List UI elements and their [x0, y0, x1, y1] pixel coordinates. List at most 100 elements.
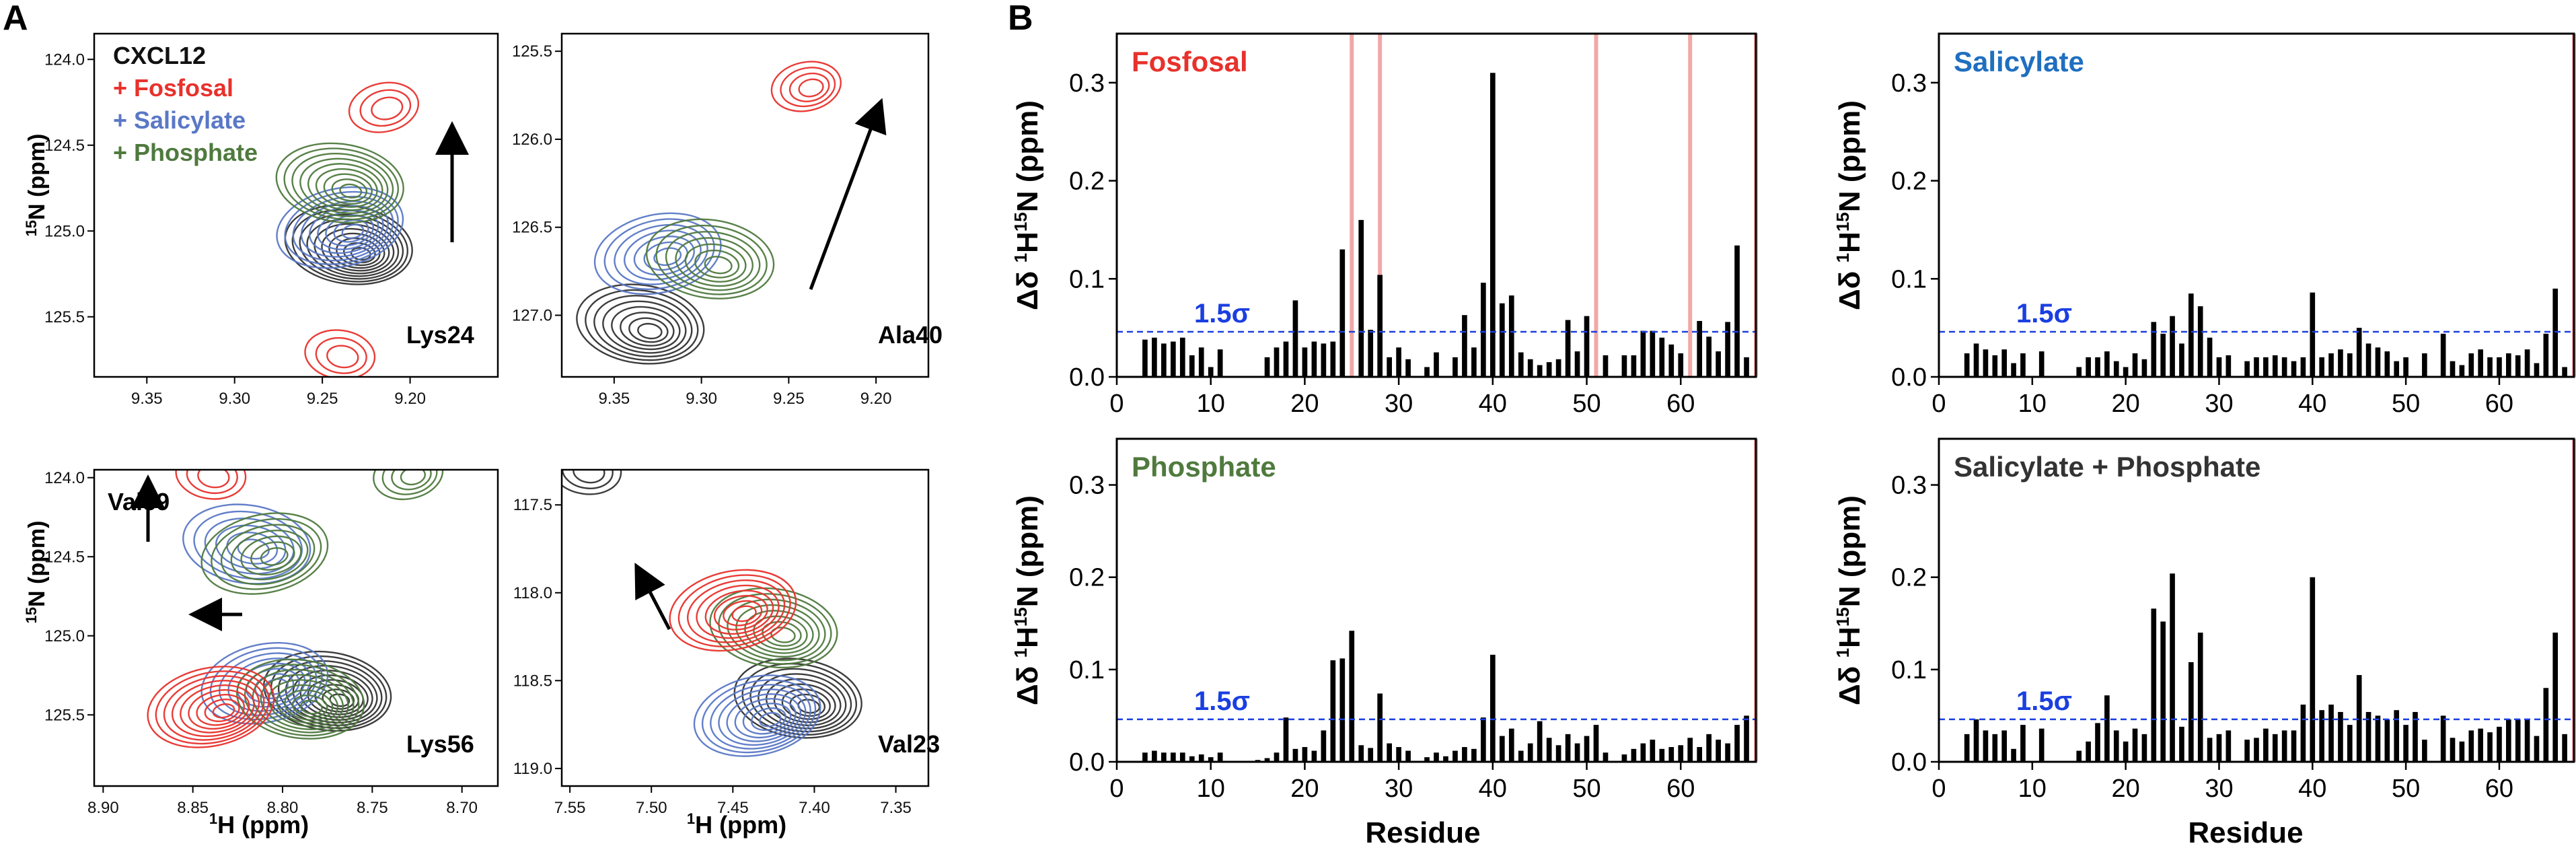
y-axis-title-part: H: [1011, 627, 1044, 648]
bar-residue-19: [2113, 730, 2119, 762]
contour-phosphate: [718, 593, 832, 665]
contour-cxcl12: [562, 470, 614, 489]
contour-cxcl12: [585, 289, 699, 361]
residue-label: Lys24: [406, 321, 474, 349]
bar-residue-67: [1744, 357, 1749, 377]
bar-residue-58: [2478, 728, 2483, 762]
contour-fosfosal: [212, 703, 235, 719]
x-tick-label: 9.25: [307, 390, 338, 408]
y-axis-title-part: H: [1833, 627, 1866, 648]
bar-residue-30: [1396, 347, 1401, 377]
contour-group: [576, 61, 842, 365]
bar-residue-15: [2076, 367, 2082, 377]
bar-residue-65: [1725, 322, 1730, 377]
threshold-label: 1.5σ: [1194, 686, 1250, 716]
bar-residue-23: [2151, 322, 2157, 377]
bar-residue-7: [2001, 730, 2007, 762]
bar-residue-8: [1189, 355, 1195, 377]
bar-residue-47: [2375, 347, 2381, 377]
bar-residue-33: [1424, 757, 1430, 762]
nmr-legend: CXCL12 + Fosfosal + Salicylate + Phospha…: [113, 42, 258, 166]
bar-residue-33: [2244, 740, 2250, 762]
bar-residue-56: [1640, 330, 1646, 377]
bar-residue-57: [2468, 730, 2474, 762]
contour-phosphate: [250, 541, 295, 571]
contour-cxcl12: [628, 317, 669, 343]
y-tick-label: 125.5: [512, 42, 552, 61]
contour-salicylate: [693, 674, 821, 757]
bar-residue-9: [2020, 725, 2026, 762]
residue-label-secondary: Val39: [108, 488, 170, 516]
y-tick-label: 0.2: [1069, 168, 1105, 196]
contour-phosphate: [744, 610, 814, 654]
bar-residue-63: [2524, 719, 2530, 762]
contour-phosphate: [299, 699, 323, 715]
bar-residue-41: [1499, 736, 1505, 762]
y-tick-label: 126.0: [512, 131, 552, 149]
bar-residue-10: [1208, 367, 1214, 377]
bar-residue-52: [1603, 752, 1609, 762]
bar-residue-40: [1489, 654, 1496, 762]
bar-residue-18: [2104, 695, 2110, 762]
contour-salicylate: [718, 688, 807, 746]
contour-salicylate: [237, 538, 270, 560]
y-axis-title-part: 15: [1833, 607, 1853, 627]
bar-residue-46: [2365, 343, 2371, 377]
bar-residue-65: [1725, 743, 1730, 762]
chart-frame: [1938, 32, 2575, 378]
x-tick-label: 60: [2485, 390, 2513, 418]
bar-residue-62: [2515, 355, 2521, 377]
x-tick-label: 10: [2018, 390, 2047, 418]
bar-residue-10: [1208, 757, 1214, 762]
contour-salicylate: [292, 195, 394, 262]
bar-residue-62: [1697, 747, 1703, 762]
chart-title: Phosphate: [1132, 451, 1276, 483]
bar-residue-54: [2440, 333, 2446, 377]
y-tick-label: 0.1: [1891, 265, 1927, 293]
bar-residue-40: [2310, 292, 2316, 377]
x-tick-label: 20: [1290, 390, 1319, 418]
bar-residue-23: [2151, 608, 2157, 762]
bar-residue-16: [1264, 357, 1270, 377]
bar-residue-38: [1471, 347, 1477, 377]
x-tick-label: 7.45: [717, 799, 749, 817]
bar-residue-43: [2338, 711, 2343, 762]
bar-residue-50: [1584, 736, 1590, 762]
bar-residue-44: [2347, 725, 2353, 762]
x-tick-label: 7.55: [554, 799, 586, 817]
bar-residue-25: [1349, 631, 1355, 762]
bar-residue-61: [2506, 719, 2511, 762]
residue-label: Val23: [878, 730, 940, 758]
contour-fosfosal: [304, 329, 376, 377]
bar-residue-66: [2552, 288, 2559, 377]
bar-residue-39: [1481, 283, 1486, 377]
contour-phosphate: [260, 674, 349, 730]
bar-residue-24: [1339, 249, 1346, 377]
contour-fosfosal: [723, 600, 763, 627]
legend-entry-fosfosal: + Fosfosal: [113, 74, 233, 102]
y-tick-label: 124.0: [44, 50, 85, 69]
x-tick-label: 50: [1572, 390, 1600, 418]
contour-fosfosal: [204, 699, 240, 722]
nmr-panel-ala40: 9.35 9.30 9.25 9.20 125.5 126.0 126.5 127.0 Ala4…: [512, 32, 943, 408]
bar-residue-37: [1462, 747, 1467, 762]
bar-residue-59: [1668, 344, 1675, 377]
bar-residue-25: [2170, 316, 2175, 377]
x-tick-label: 9.30: [219, 390, 250, 408]
bar-residue-55: [1631, 355, 1637, 377]
bar-residue-21: [1311, 750, 1317, 762]
bar-residue-17: [1274, 347, 1280, 377]
bar-residue-40: [1489, 73, 1496, 378]
chart-title: Fosfosal: [1132, 46, 1248, 77]
y-axis-title-part: Δδ: [1011, 658, 1044, 705]
x-tick-label: 9.35: [131, 390, 163, 408]
contour-fosfosal: [371, 96, 404, 120]
bar-residue-51: [2413, 711, 2418, 762]
bar-residue-19: [1292, 300, 1298, 377]
bar-residue-57: [1650, 330, 1656, 377]
x-tick-label: 0: [1109, 390, 1124, 418]
contour-phosphate: [323, 173, 373, 205]
bar-residue-55: [2450, 361, 2456, 377]
x-tick-label: 8.90: [87, 799, 119, 817]
bar-residue-45: [2356, 675, 2362, 762]
